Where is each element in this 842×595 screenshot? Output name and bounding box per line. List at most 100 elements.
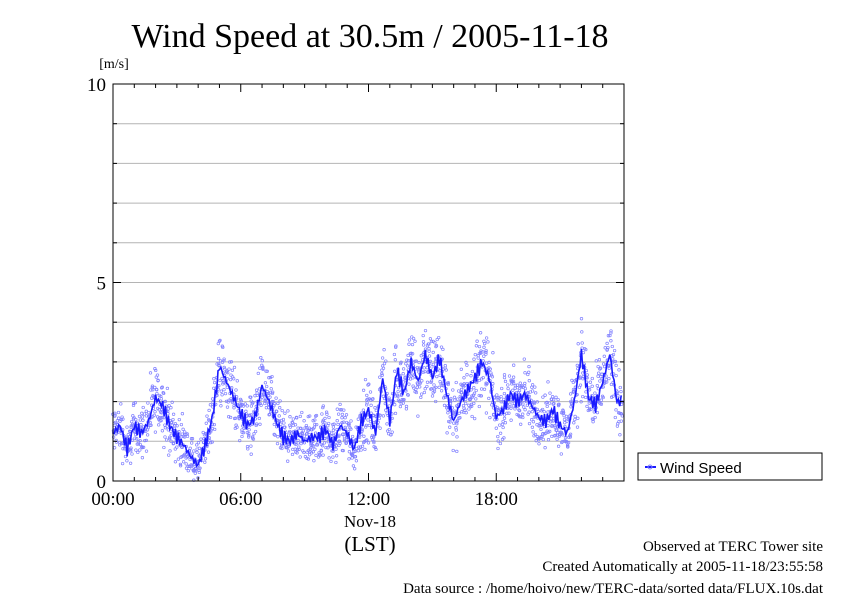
sample-point: [481, 359, 485, 363]
sample-point: [225, 405, 230, 409]
sample-point: [454, 380, 458, 385]
sample-point: [581, 394, 585, 399]
sample-point: [164, 438, 169, 442]
sample-point: [491, 413, 496, 417]
sample-point: [502, 436, 506, 440]
sample-point: [119, 441, 123, 446]
sample-point: [430, 365, 434, 369]
sample-point: [421, 343, 426, 347]
sample-point: [140, 411, 144, 415]
sample-point: [539, 427, 543, 432]
sample-point: [272, 432, 276, 437]
sample-point: [338, 441, 342, 445]
sample-point: [470, 404, 474, 408]
sample-point: [252, 432, 256, 436]
sample-point: [519, 422, 523, 426]
sample-point: [280, 408, 284, 413]
sample-point: [547, 401, 552, 405]
sample-point: [228, 360, 232, 364]
sample-point: [138, 448, 142, 452]
sample-point: [295, 451, 299, 455]
sample-point: [129, 425, 133, 429]
sample-point: [502, 375, 507, 380]
sample-point: [141, 405, 145, 410]
sample-point: [228, 415, 233, 420]
sample-point: [457, 389, 461, 393]
sample-point: [218, 399, 223, 403]
sample-point: [484, 350, 488, 354]
sample-point: [372, 440, 376, 445]
sample-point: [387, 396, 391, 400]
sample-point: [584, 395, 588, 400]
sample-point: [212, 422, 216, 427]
sample-point: [482, 387, 487, 391]
sample-point: [531, 420, 536, 424]
sample-point: [517, 408, 521, 412]
sample-point: [405, 358, 409, 362]
sample-point: [217, 364, 221, 368]
sample-point: [427, 342, 431, 346]
sample-point: [367, 423, 371, 428]
sample-point: [184, 466, 189, 470]
sample-point: [288, 415, 292, 419]
sample-point: [435, 374, 439, 379]
sample-point: [378, 413, 382, 417]
sample-point: [407, 338, 412, 342]
sample-point: [589, 407, 593, 412]
sample-point: [298, 455, 302, 459]
sample-point: [595, 410, 600, 415]
sample-point: [274, 409, 278, 413]
sample-point: [232, 365, 237, 370]
sample-point: [464, 360, 468, 365]
sample-point: [144, 409, 148, 413]
sample-point: [396, 389, 400, 394]
sample-point: [159, 418, 163, 423]
sample-point: [378, 375, 382, 379]
sample-point: [197, 466, 201, 470]
sample-point: [374, 408, 378, 413]
sample-point: [557, 402, 561, 406]
sample-point: [613, 359, 618, 364]
sample-point: [441, 347, 445, 352]
sample-point: [125, 459, 129, 463]
sample-point: [203, 460, 207, 464]
sample-point: [429, 339, 434, 344]
sample-point: [178, 462, 183, 467]
sample-point: [283, 411, 287, 415]
sample-point: [152, 413, 156, 417]
sample-point: [130, 452, 134, 456]
sample-point: [421, 370, 425, 375]
sample-point: [190, 437, 195, 441]
sample-point: [527, 364, 531, 369]
sample-point: [365, 438, 369, 442]
sample-point: [315, 422, 319, 427]
sample-point: [541, 395, 545, 399]
sample-point: [334, 454, 339, 458]
sample-point: [393, 411, 398, 416]
sample-point: [593, 391, 597, 395]
sample-point: [207, 418, 211, 423]
sample-point: [381, 366, 386, 370]
sample-point: [302, 434, 306, 438]
sample-point: [369, 403, 373, 407]
sample-point: [293, 423, 298, 427]
sample-point: [197, 446, 202, 450]
sample-point: [365, 403, 369, 407]
sample-point: [140, 415, 145, 419]
sample-point: [393, 403, 397, 407]
sample-point: [121, 417, 125, 421]
sample-point: [190, 441, 194, 445]
sample-point: [439, 345, 444, 349]
sample-point: [120, 461, 125, 466]
sample-point: [465, 363, 469, 367]
sample-point: [220, 393, 224, 397]
sample-point: [429, 380, 433, 385]
sample-point: [366, 418, 370, 422]
sample-point: [273, 402, 277, 406]
sample-point: [372, 434, 376, 439]
sample-point: [146, 425, 151, 430]
sample-point: [148, 420, 152, 425]
sample-point: [397, 399, 402, 403]
sample-point: [240, 428, 244, 432]
sample-point: [320, 412, 324, 416]
